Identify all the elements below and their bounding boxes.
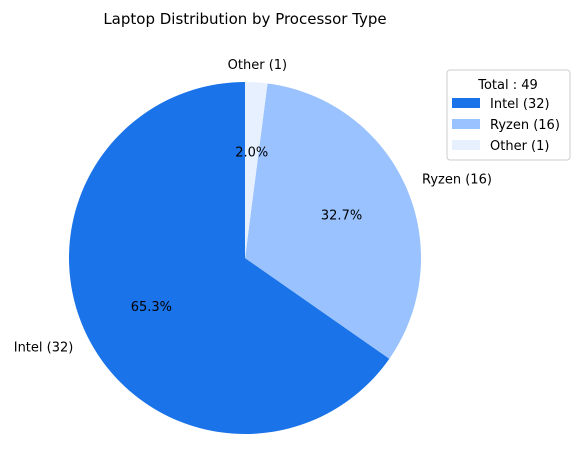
legend-label-ryzen: Ryzen (16) — [490, 118, 560, 133]
slice-label-intel: Intel (32) — [14, 341, 74, 356]
chart-title: Laptop Distribution by Processor Type — [103, 10, 386, 28]
pie-slice-other — [245, 82, 268, 258]
percent-label-intel: 65.3% — [131, 300, 172, 315]
slice-label-other: Other (1) — [228, 58, 287, 73]
legend-swatch-ryzen — [452, 119, 480, 129]
legend-title: Total : 49 — [477, 78, 538, 93]
pie-slice-ryzen — [245, 83, 421, 359]
percent-label-ryzen: 32.7% — [321, 208, 362, 223]
legend-label-intel: Intel (32) — [490, 97, 550, 112]
legend-entries: Intel (32) Ryzen (16) Other (1) — [452, 97, 560, 154]
legend: Total : 49 Intel (32) Ryzen (16) Other (1) — [446, 69, 571, 161]
percent-labels: 65.3% 32.7% 2.0% — [131, 146, 362, 315]
legend-swatch-intel — [452, 98, 480, 108]
slice-labels: Intel (32) Ryzen (16) Other (1) — [14, 58, 492, 356]
percent-label-other: 2.0% — [235, 146, 268, 161]
slice-label-ryzen: Ryzen (16) — [422, 173, 492, 188]
pie-slice-intel — [69, 82, 390, 434]
legend-label-other: Other (1) — [490, 139, 549, 154]
legend-swatch-other — [452, 140, 480, 150]
pie-slices — [69, 82, 421, 434]
legend-box — [446, 69, 571, 161]
